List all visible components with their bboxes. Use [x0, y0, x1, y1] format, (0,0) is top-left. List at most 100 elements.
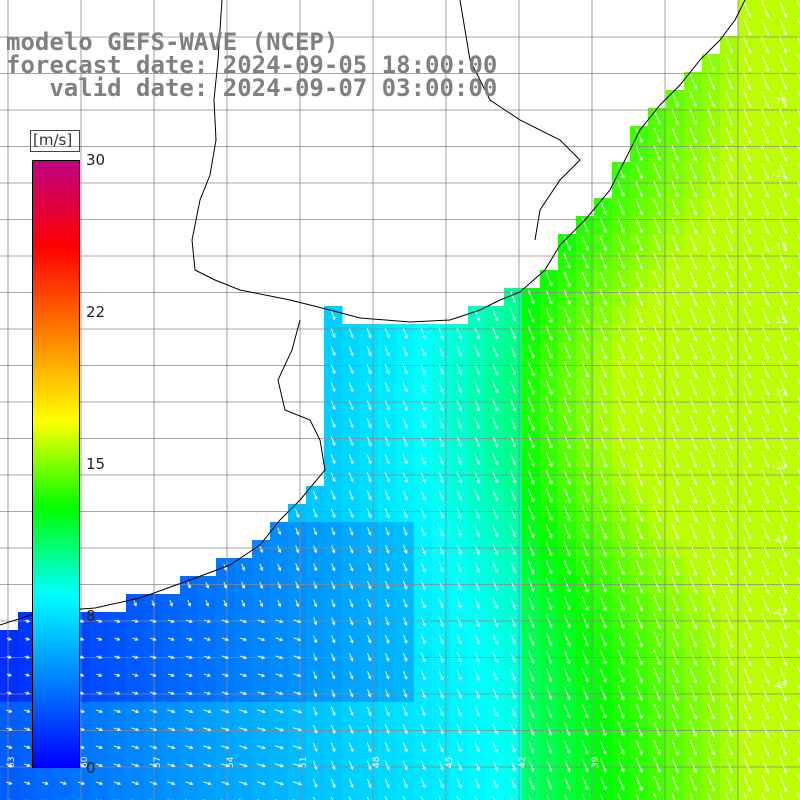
wind-arrow — [761, 774, 770, 792]
wind-arrow — [331, 545, 336, 554]
wind-arrow — [438, 706, 444, 717]
wind-arrow — [348, 508, 354, 519]
wind-arrow — [779, 36, 788, 54]
wind-arrow — [617, 360, 626, 378]
wind-arrow — [167, 763, 176, 768]
wind-arrow — [420, 363, 426, 375]
wind-arrow — [420, 507, 426, 519]
wind-arrow — [564, 758, 571, 773]
latitude-labels: -29 -31 -33 -35 -37 -39 -41 -43 -45 — [772, 97, 787, 691]
wind-arrow — [689, 649, 697, 666]
wind-arrow — [6, 691, 13, 695]
wind-arrow — [779, 522, 788, 540]
wind-arrow — [689, 252, 698, 270]
wind-arrow — [563, 361, 571, 378]
wind-arrow — [474, 669, 480, 681]
wind-arrow — [689, 234, 698, 252]
wind-cell — [216, 792, 235, 800]
wind-arrow — [348, 328, 354, 339]
wind-arrow — [257, 673, 266, 678]
wind-arrow — [653, 667, 661, 684]
wind-arrow — [725, 144, 733, 162]
wind-arrow — [474, 471, 480, 484]
wind-arrow — [545, 542, 553, 557]
wind-arrow — [456, 417, 462, 430]
wind-arrow — [779, 144, 788, 162]
wind-arrow — [492, 561, 498, 574]
wind-arrow — [563, 505, 571, 522]
colorbar — [32, 160, 80, 768]
wind-arrow — [581, 289, 589, 306]
wind-arrow — [132, 619, 139, 623]
wind-arrow — [725, 720, 733, 738]
wind-arrow — [707, 793, 712, 800]
wind-arrow — [689, 504, 698, 522]
wind-arrow — [167, 619, 175, 623]
wind-arrow — [797, 612, 800, 620]
longitude-label: 45 — [445, 757, 455, 768]
wind-arrow — [689, 288, 698, 306]
wind-arrow — [617, 577, 625, 594]
wind-arrow — [599, 360, 607, 378]
colorbar-unit-box — [30, 130, 80, 152]
wind-arrow — [330, 328, 336, 339]
wind-arrow — [330, 778, 336, 789]
wind-arrow — [635, 667, 643, 684]
wind-arrow — [635, 721, 643, 737]
wind-arrow — [581, 307, 589, 324]
wind-arrow — [221, 763, 230, 768]
wind-arrow — [203, 709, 212, 714]
wind-arrow — [366, 490, 372, 501]
wind-arrow — [330, 310, 336, 321]
wind-arrow — [725, 216, 734, 234]
wind-arrow — [330, 508, 336, 519]
wind-arrow — [599, 722, 607, 737]
wind-arrow — [203, 691, 211, 695]
wind-arrow — [510, 615, 516, 628]
wind-arrow — [617, 757, 625, 773]
wind-arrow — [725, 288, 734, 306]
wind-arrow — [384, 742, 390, 753]
wind-arrow — [474, 525, 480, 538]
wind-arrow — [689, 216, 697, 234]
wind-arrow — [510, 362, 517, 376]
wind-arrow — [725, 612, 734, 630]
wind-arrow — [366, 706, 372, 717]
wind-arrow — [312, 742, 318, 753]
wind-cell — [522, 792, 541, 800]
wind-arrow — [456, 363, 462, 376]
wind-arrow — [743, 90, 752, 108]
wind-arrow — [256, 763, 266, 768]
wind-arrow — [385, 562, 390, 572]
wind-cell — [792, 702, 800, 721]
wind-arrow — [510, 291, 517, 304]
wind-arrow — [635, 685, 643, 702]
wind-arrow — [761, 666, 770, 684]
wind-arrow — [725, 684, 733, 702]
wind-arrow — [797, 504, 800, 512]
wind-arrow — [24, 637, 31, 641]
wind-arrow — [761, 558, 770, 576]
wind-arrow — [599, 595, 607, 611]
wind-arrow — [761, 522, 770, 540]
wind-arrow — [653, 432, 662, 450]
wind-arrow — [474, 435, 480, 448]
wind-arrow — [348, 364, 354, 375]
wind-arrow — [331, 635, 336, 644]
wind-arrow — [743, 792, 748, 800]
wind-arrow — [510, 741, 516, 753]
wind-arrow — [707, 630, 715, 648]
wind-arrow — [385, 526, 390, 536]
wind-arrow — [403, 670, 408, 680]
wind-arrow — [293, 691, 302, 696]
longitude-label: 48 — [372, 756, 382, 768]
wind-arrow — [384, 328, 390, 339]
wind-arrow — [24, 745, 31, 749]
wind-arrow — [295, 581, 300, 590]
wind-arrow — [581, 668, 589, 683]
wind-arrow — [367, 653, 372, 662]
wind-arrow — [438, 688, 444, 699]
wind-arrow — [653, 595, 661, 612]
wind-arrow — [743, 162, 752, 180]
wind-cell — [792, 252, 800, 271]
